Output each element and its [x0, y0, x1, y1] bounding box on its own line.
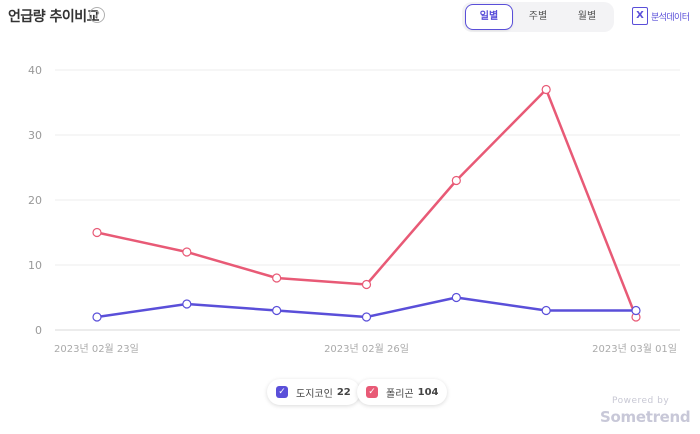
x-tick-label: 2023년 02월 23일 [54, 343, 139, 355]
data-point [361, 279, 372, 290]
brand-logo: Sometrend [600, 408, 691, 426]
data-point [92, 312, 102, 322]
data-point [272, 305, 282, 316]
period-daily-button[interactable]: 일별 [465, 4, 513, 30]
export-data-button[interactable]: X 분석데이터 [632, 6, 690, 26]
y-tick-label: 20 [28, 194, 42, 207]
data-point [451, 292, 461, 303]
checkbox-checked-icon: ✓ [276, 386, 288, 398]
data-point [361, 312, 372, 322]
period-monthly-button[interactable]: 월별 [577, 11, 597, 22]
chart-title: 언급량 추이비교 [8, 9, 100, 25]
legend-item-polygon[interactable]: ✓ 폴리곤 104 [357, 379, 448, 405]
y-tick-label: 40 [28, 64, 42, 77]
data-point [631, 305, 641, 316]
data-point [182, 299, 192, 309]
legend-item-dogecoin[interactable]: ✓ 도지코인 22 [267, 379, 360, 405]
legend-series-name: 폴리곤 [386, 388, 414, 400]
y-tick-label: 10 [28, 259, 42, 272]
y-tick-label: 30 [28, 129, 42, 142]
period-toggle: 일별 주별 월별 [462, 2, 614, 32]
data-point [272, 273, 282, 283]
help-icon[interactable]: ? [89, 7, 105, 23]
x-tick-label: 2023년 02월 26일 [324, 343, 409, 355]
data-point [182, 247, 192, 257]
powered-by-text: Powered by [612, 396, 670, 406]
y-tick-label: 0 [35, 324, 42, 337]
legend-series-count: 104 [417, 386, 439, 398]
period-weekly-button[interactable]: 주별 [528, 11, 548, 22]
data-point [541, 305, 551, 316]
export-label: 분석데이터 [651, 12, 690, 23]
legend-series-name: 도지코인 [296, 388, 333, 400]
data-point [92, 227, 102, 238]
x-tick-label: 2023년 03월 01일 [592, 343, 677, 355]
legend-series-count: 22 [336, 386, 351, 398]
excel-icon: X [632, 7, 648, 25]
data-point [451, 175, 461, 186]
data-point [541, 84, 551, 95]
checkbox-checked-icon: ✓ [366, 386, 378, 398]
